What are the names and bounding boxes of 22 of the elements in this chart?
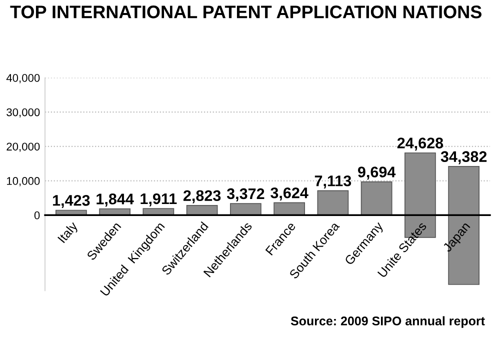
- y-tick-label: 40,000: [6, 74, 40, 84]
- data-label: 24,628: [397, 138, 444, 151]
- bar: [230, 203, 262, 216]
- y-tick-label: 30,000: [6, 108, 40, 118]
- bar: [274, 202, 306, 216]
- source-note: Source: 2009 SIPO annual report: [290, 316, 485, 328]
- data-label: 3,372: [226, 188, 264, 202]
- data-label: 1,423: [53, 195, 90, 208]
- y-tick-label: 10,000: [7, 177, 40, 186]
- x-tick-label: Italy: [57, 220, 80, 245]
- bar: [360, 181, 392, 216]
- data-label: 34,382: [440, 151, 487, 164]
- data-label: 9,694: [358, 166, 396, 180]
- y-tick-label: 20,000: [6, 142, 40, 152]
- bar: [317, 190, 349, 216]
- y-tick-label: 0: [34, 211, 40, 220]
- data-label: 1,844: [96, 194, 134, 207]
- data-label: 7,113: [314, 175, 352, 188]
- chart-title: TOP INTERNATIONAL PATENT APPLICATION NATIONS: [10, 6, 482, 18]
- data-label: 3,624: [270, 187, 308, 200]
- data-label: 2,823: [183, 190, 221, 204]
- data-label: 1,911: [140, 193, 177, 206]
